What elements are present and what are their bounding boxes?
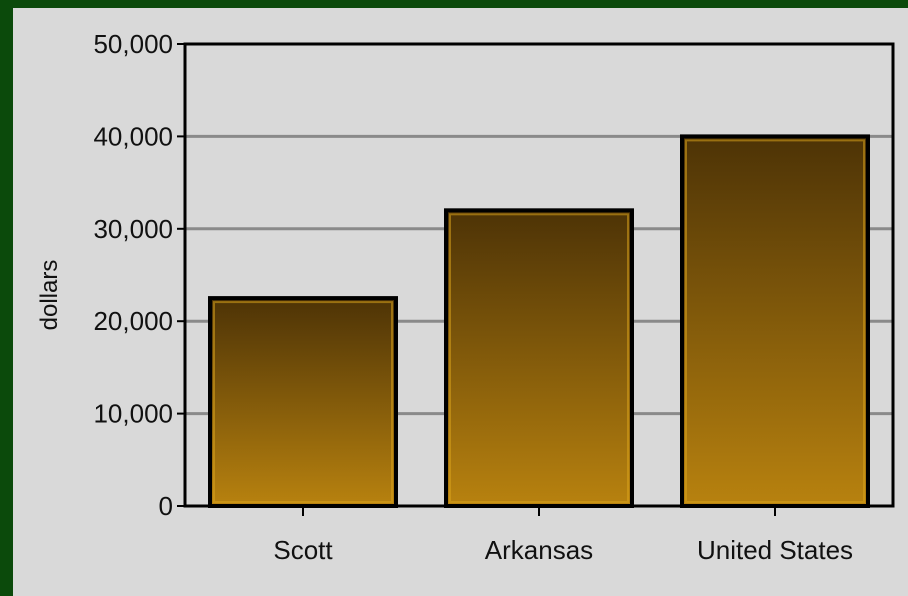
y-axis-ticks: 0 10,000 20,000 30,000 40,000 50,000 [93, 29, 185, 521]
y-tick-label: 20,000 [93, 306, 173, 336]
bar-chart: 0 10,000 20,000 30,000 40,000 50,000 Scott Ark… [36, 29, 895, 565]
bar-scott [208, 296, 398, 508]
bar-united-states [680, 134, 870, 508]
x-tick-label: United States [697, 535, 853, 565]
y-axis-title: dollars [36, 260, 63, 331]
x-tick-label: Scott [273, 535, 333, 565]
bar-highlight [685, 139, 865, 503]
chart-panel: 0 10,000 20,000 30,000 40,000 50,000 Scott Ark… [13, 8, 908, 596]
bar-arkansas [444, 208, 634, 508]
y-tick-label: 50,000 [93, 29, 173, 59]
bars [208, 134, 870, 508]
x-axis-ticks: Scott Arkansas United States [273, 506, 853, 565]
y-tick-label: 10,000 [93, 399, 173, 429]
y-tick-label: 30,000 [93, 214, 173, 244]
x-tick-label: Arkansas [485, 535, 593, 565]
bar-highlight [213, 301, 393, 503]
y-tick-label: 0 [159, 491, 173, 521]
y-tick-label: 40,000 [93, 121, 173, 151]
bar-highlight [449, 213, 629, 503]
